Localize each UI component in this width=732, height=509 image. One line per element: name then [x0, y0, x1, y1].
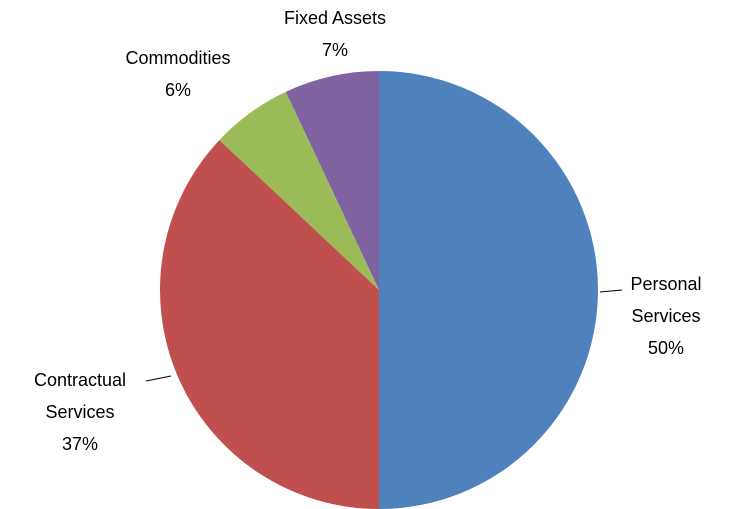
slice-label: Fixed Assets 7% [255, 2, 415, 66]
pie-slice [379, 71, 598, 509]
category-label: Commodities [125, 48, 231, 68]
pie-slice [219, 91, 379, 291]
slice-label: Contractual Services 37% [20, 364, 140, 460]
value-label: 37% [61, 434, 99, 454]
value-label: 50% [647, 338, 685, 358]
category-label: Contractual Services [33, 370, 127, 422]
category-label: Fixed Assets [283, 8, 387, 28]
value-label: 6% [164, 80, 191, 100]
pie-slice [285, 71, 379, 290]
slice-label: Personal Services 50% [611, 268, 721, 364]
value-label: 7% [321, 40, 348, 60]
slice-label: Commodities 6% [98, 42, 258, 106]
pie-slice [160, 140, 379, 509]
leader-line [145, 375, 172, 382]
leader-line [599, 289, 623, 293]
category-label: Personal Services [630, 274, 702, 326]
